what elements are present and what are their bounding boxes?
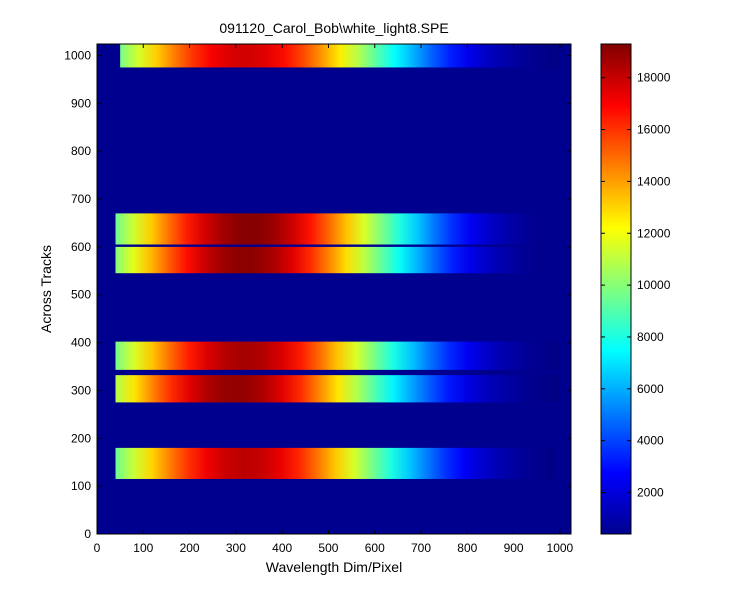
plot-area [96,43,572,535]
y-tick-label: 500 [71,288,91,302]
colorbar-tick-label: 12000 [637,226,671,240]
heatmap-band [115,213,542,245]
x-tick-label: 300 [226,541,246,555]
plot-frame [96,43,572,535]
x-tick-label: 700 [411,541,431,555]
x-tick-label: 500 [318,541,338,555]
colorbar-tick-label: 18000 [637,71,671,85]
colorbar-tick-label: 10000 [637,278,671,292]
y-axis-label: Across Tracks [38,245,54,333]
heatmap-bands [115,44,560,479]
colorbar-gradient [601,44,631,534]
x-axis: 0 100 200 300 400 500 600 700 800 900 1000 [94,44,574,555]
x-tick-label: 800 [457,541,477,555]
y-tick-label: 300 [71,383,91,397]
heatmap-band [120,44,560,68]
heatmap-band [115,375,560,403]
chart-title: 091120_Carol_Bob\white_light8.SPE [219,20,448,36]
y-tick-label: 900 [71,96,91,110]
heatmap-band [115,341,560,370]
x-tick-label: 1000 [547,541,574,555]
y-tick-label: 0 [84,527,91,541]
colorbar-tick-label: 14000 [637,174,671,188]
y-tick-label: 600 [71,240,91,254]
y-tick-label: 400 [71,336,91,350]
colorbar: 2000 4000 6000 8000 10000 12000 14000 16000 1800… [600,43,671,535]
y-tick-label: 800 [71,144,91,158]
y-axis: 0 100 200 300 400 500 600 700 800 900 1000 [64,48,571,541]
x-tick-label: 400 [272,541,292,555]
x-tick-label: 200 [180,541,200,555]
y-tick-label: 100 [71,479,91,493]
x-tick-label: 100 [133,541,153,555]
y-tick-label: 700 [71,192,91,206]
y-tick-label: 200 [71,431,91,445]
colorbar-frame [600,43,632,535]
y-tick-label: 1000 [64,48,91,62]
x-tick-label: 900 [504,541,524,555]
colorbar-tick-label: 2000 [637,486,664,500]
x-tick-label: 0 [94,541,101,555]
colorbar-ticks: 2000 4000 6000 8000 10000 12000 14000 16000 1800… [601,71,671,500]
heatmap-band [115,447,556,479]
colorbar-tick-label: 16000 [637,123,671,137]
colorbar-tick-label: 6000 [637,382,664,396]
colorbar-tick-label: 4000 [637,434,664,448]
colorbar-tick-label: 8000 [637,330,664,344]
x-axis-label: Wavelength Dim/Pixel [266,559,402,575]
x-tick-label: 600 [365,541,385,555]
heatmap-band [115,246,542,274]
